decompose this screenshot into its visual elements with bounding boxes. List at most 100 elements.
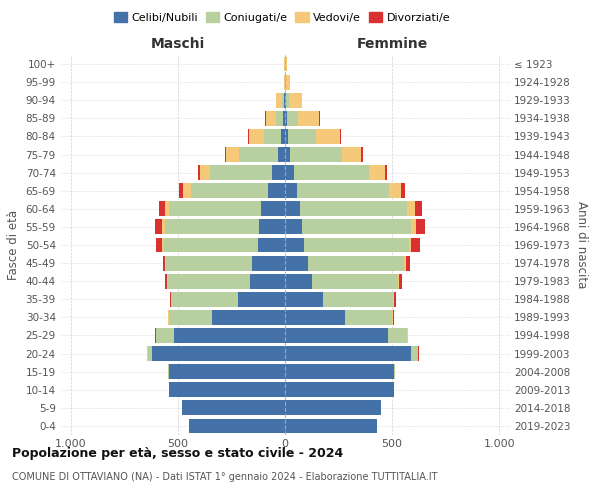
Bar [212,310,285,325]
Bar [394,364,395,379]
Bar [302,220,412,234]
Bar [156,328,157,343]
Bar [368,165,385,180]
Bar [304,238,409,252]
Y-axis label: Fasce di età: Fasce di età [7,210,20,280]
Bar [287,111,298,126]
Bar [162,238,164,252]
Bar [286,56,287,72]
Legend: Celibi/Nubili, Coniugati/e, Vedovi/e, Divorziati/e: Celibi/Nubili, Coniugati/e, Vedovi/e, Di… [109,8,455,28]
Y-axis label: Anni di nascita: Anni di nascita [575,202,587,288]
Bar [342,147,361,162]
Bar [316,129,340,144]
Bar [345,310,392,325]
Bar [198,165,200,180]
Bar [162,220,165,234]
Bar [157,238,162,252]
Bar [200,165,210,180]
Bar [183,184,191,198]
Bar [412,220,416,234]
Bar [282,93,284,108]
Bar [191,184,268,198]
Bar [361,147,363,162]
Text: Maschi: Maschi [151,38,205,52]
Bar [393,292,394,306]
Bar [258,238,285,252]
Bar [409,238,412,252]
Bar [392,310,393,325]
Bar [188,418,285,434]
Bar [308,256,404,270]
Bar [168,274,250,288]
Bar [285,328,388,343]
Bar [169,364,285,379]
Bar [170,292,171,306]
Bar [283,111,285,126]
Bar [252,256,285,270]
Bar [163,256,165,270]
Bar [169,310,212,325]
Bar [285,202,300,216]
Bar [323,292,393,306]
Bar [272,165,285,180]
Bar [285,147,290,162]
Bar [268,184,285,198]
Bar [285,238,304,252]
Bar [401,184,405,198]
Bar [297,184,389,198]
Bar [248,129,263,144]
Bar [300,202,407,216]
Bar [165,256,166,270]
Bar [285,364,394,379]
Bar [285,165,293,180]
Bar [398,274,402,288]
Bar [285,400,382,415]
Bar [182,400,285,415]
Bar [179,184,183,198]
Bar [340,129,341,144]
Bar [416,220,425,234]
Bar [415,202,422,216]
Bar [285,418,377,434]
Bar [285,310,345,325]
Bar [158,202,165,216]
Bar [385,165,387,180]
Bar [285,292,323,306]
Bar [389,184,401,198]
Bar [168,310,169,325]
Bar [412,238,420,252]
Bar [289,93,302,108]
Bar [210,165,272,180]
Bar [284,93,285,108]
Bar [290,147,342,162]
Bar [285,220,302,234]
Bar [259,220,285,234]
Text: COMUNE DI OTTAVIANO (NA) - Dati ISTAT 1° gennaio 2024 - Elaborazione TUTTITALIA.: COMUNE DI OTTAVIANO (NA) - Dati ISTAT 1°… [12,472,437,482]
Bar [225,147,226,162]
Text: Femmine: Femmine [356,38,428,52]
Bar [312,274,398,288]
Bar [285,256,308,270]
Bar [169,382,285,397]
Bar [155,220,162,234]
Bar [285,346,412,361]
Bar [298,111,319,126]
Bar [173,328,285,343]
Bar [293,165,368,180]
Bar [239,147,277,162]
Bar [406,256,410,270]
Bar [394,292,395,306]
Bar [285,129,288,144]
Bar [148,346,152,361]
Bar [152,346,285,361]
Bar [285,111,287,126]
Bar [286,74,290,90]
Bar [285,274,312,288]
Bar [263,129,281,144]
Bar [404,256,406,270]
Bar [412,346,418,361]
Bar [165,202,169,216]
Bar [285,93,286,108]
Bar [281,129,285,144]
Bar [164,238,258,252]
